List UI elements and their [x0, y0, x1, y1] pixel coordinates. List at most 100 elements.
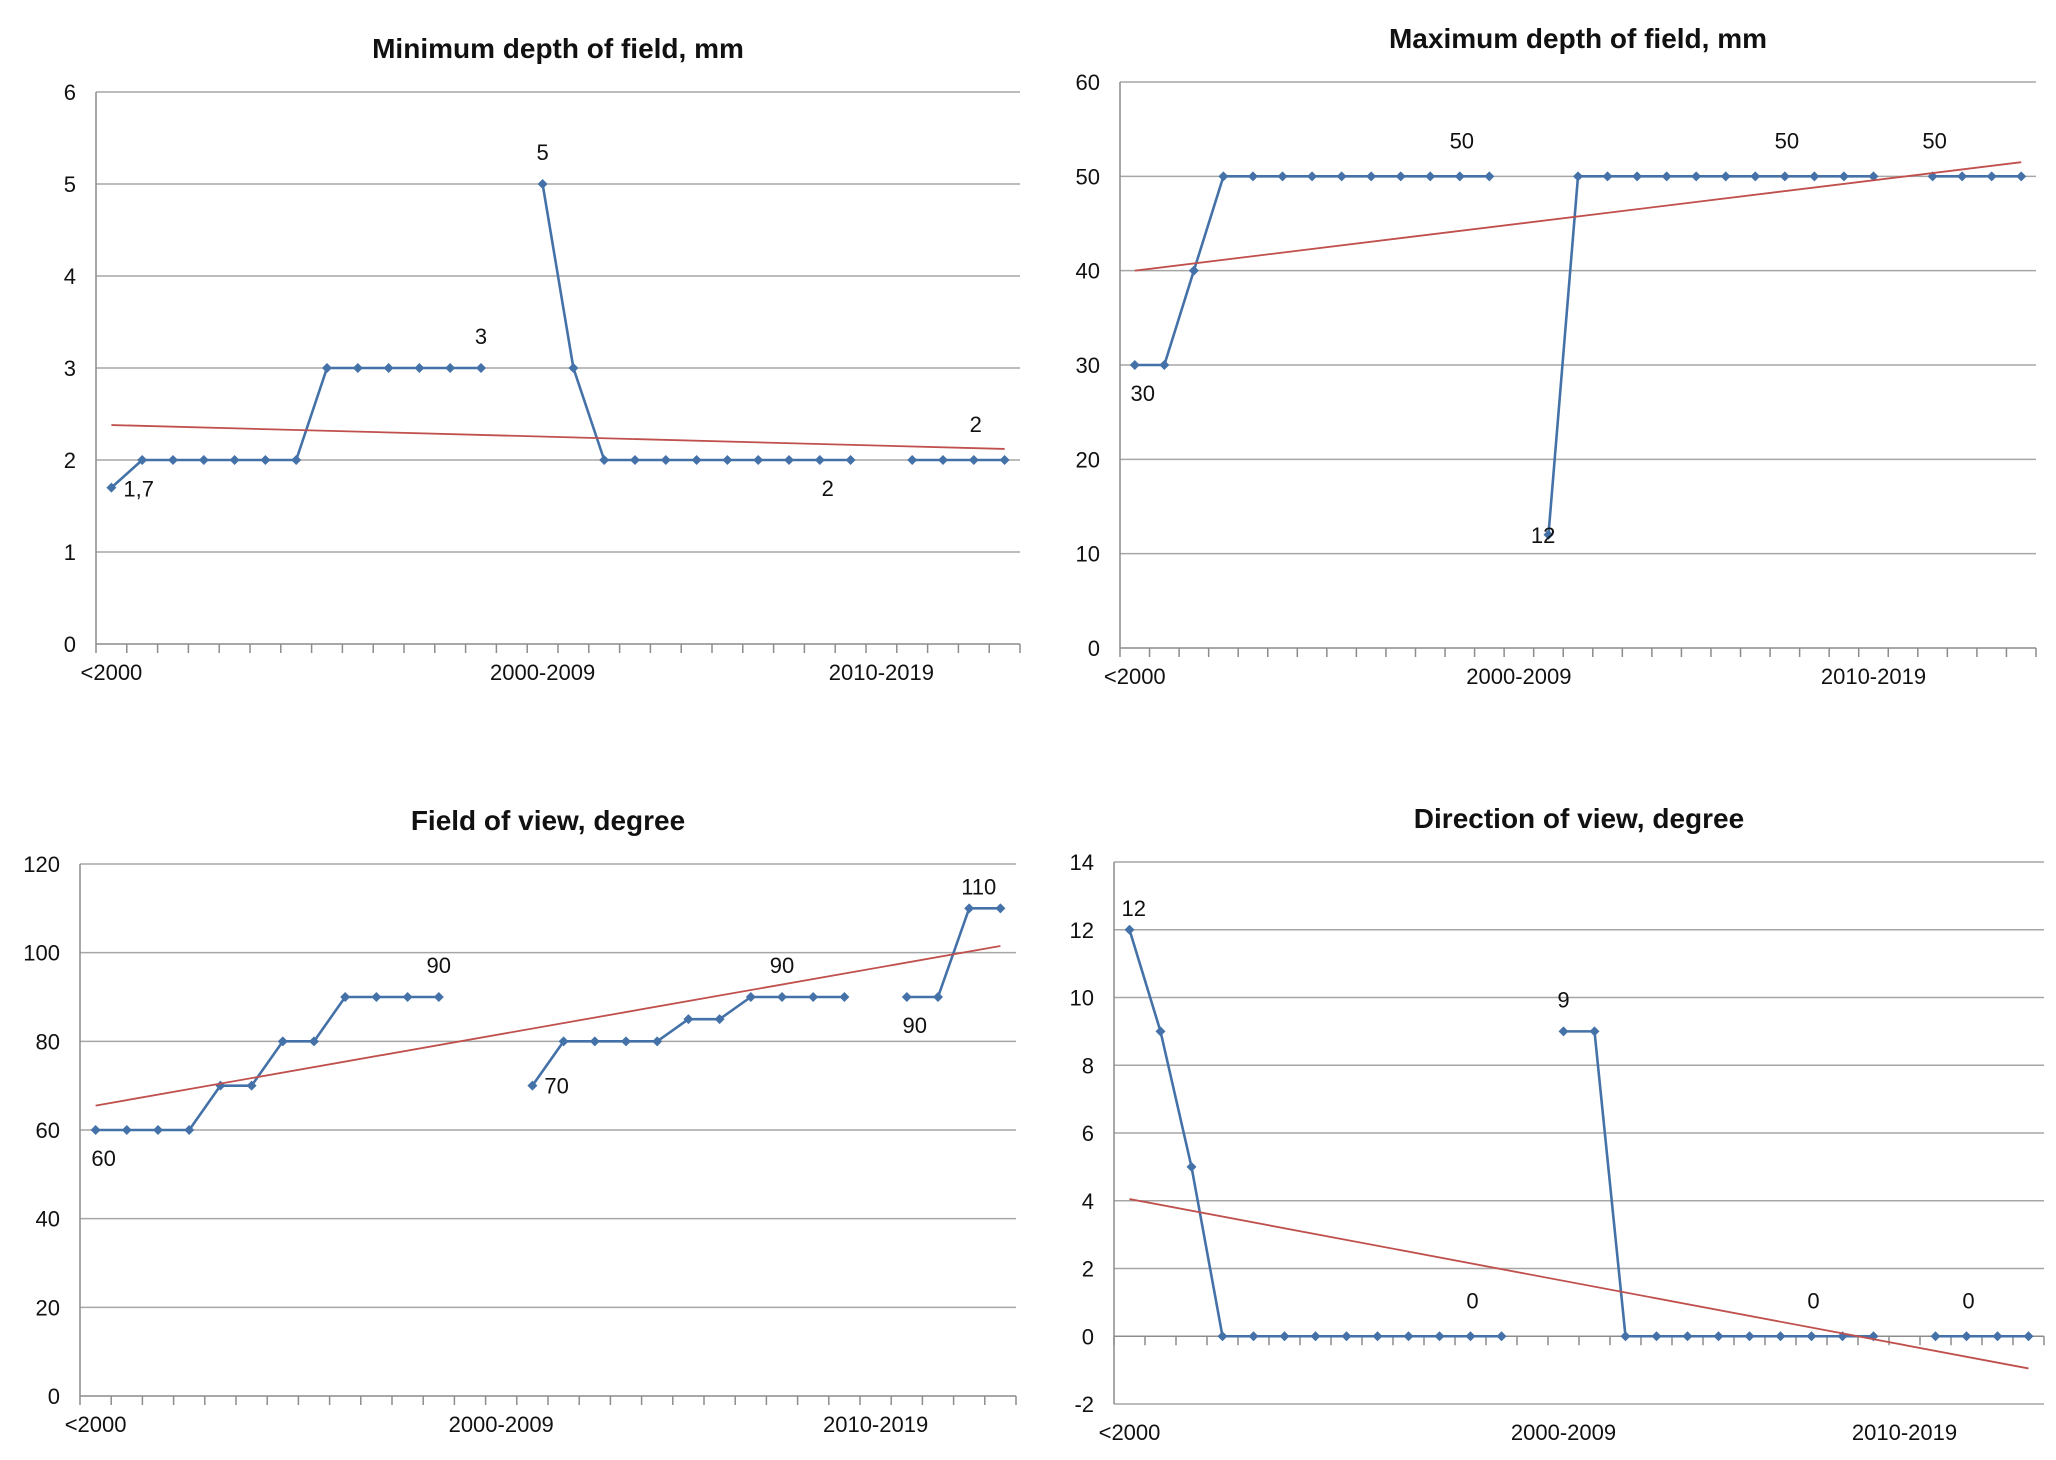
data-point [714, 1014, 725, 1025]
y-tick-label: 0 [48, 1384, 60, 1409]
data-point [1186, 1161, 1197, 1172]
x-tick-label: <2000 [81, 660, 143, 685]
data-point [1188, 265, 1199, 276]
data-point [184, 1125, 195, 1135]
y-tick-label: 10 [1076, 542, 1100, 567]
y-tick-label: 80 [36, 1029, 60, 1054]
data-point [1425, 171, 1436, 182]
series-line [110, 366, 481, 489]
data-point [630, 455, 640, 465]
data-point [1277, 171, 1288, 182]
chart-min-depth-of-field: Minimum depth of field, mm 0 1 2 3 4 5 6 <2000 20… [64, 33, 1021, 685]
data-point [309, 1036, 319, 1047]
data-point [1336, 171, 1347, 182]
data-label: 9 [1557, 987, 1569, 1012]
data-point [153, 1125, 163, 1135]
y-tick-label: 40 [1076, 259, 1100, 284]
data-point [527, 1080, 538, 1091]
data-point [537, 179, 548, 189]
data-point [558, 1036, 569, 1047]
data-point [1155, 1026, 1166, 1037]
x-tick-label: 2000-2009 [1466, 664, 1571, 689]
data-point [1992, 1331, 2003, 1342]
data-point [106, 482, 117, 493]
data-point [1589, 1026, 1600, 1037]
data-point [90, 1125, 101, 1135]
data-point [1496, 1331, 1507, 1342]
data-point [968, 455, 979, 465]
data-point [1124, 924, 1135, 935]
data-label: 110 [961, 874, 996, 899]
data-point [1651, 1331, 1662, 1342]
data-point [476, 363, 486, 373]
data-label: 50 [1450, 128, 1474, 153]
data-point [1218, 171, 1229, 182]
data-point [1632, 171, 1643, 182]
data-point [215, 1080, 226, 1091]
data-label: 90 [770, 953, 794, 978]
data-point [414, 363, 425, 373]
data-point [402, 992, 413, 1002]
data-point [1930, 1331, 1941, 1342]
data-point [1620, 1331, 1631, 1342]
y-tick-label: 6 [64, 80, 76, 105]
data-point [722, 455, 733, 465]
data-point [2023, 1331, 2034, 1342]
data-point [1403, 1331, 1414, 1342]
data-point [445, 363, 456, 373]
y-tick-label: 10 [1070, 986, 1094, 1011]
data-point [589, 1036, 600, 1047]
trendline [95, 945, 1001, 1107]
data-point [901, 992, 912, 1002]
data-point [1217, 1331, 1228, 1342]
y-tick-label: 0 [1088, 636, 1100, 661]
data-point [784, 455, 794, 465]
data-point [1129, 360, 1140, 370]
data-point [907, 455, 918, 465]
data-point [568, 363, 579, 373]
chart-field-of-view: Field of view, degree 0 20 40 60 80 100 120 <200… [23, 805, 1017, 1437]
trendline [1129, 1198, 2029, 1370]
chart-panel-min-depth-of-field: Minimum depth of field, mm 0 1 2 3 4 5 6 <2000 20… [0, 0, 1028, 730]
data-point [845, 455, 856, 465]
data-point [340, 992, 351, 1002]
data-point [1744, 1331, 1755, 1342]
data-point [999, 455, 1010, 465]
data-point [839, 992, 850, 1002]
data-point [995, 903, 1006, 914]
y-tick-label: 120 [23, 852, 60, 877]
x-tick-label: <2000 [1104, 664, 1166, 689]
data-point [137, 455, 148, 465]
data-point [168, 455, 178, 465]
data-point [938, 455, 948, 465]
data-point [1691, 171, 1702, 182]
x-tick-label: 2010-2019 [1821, 664, 1926, 689]
data-point [1868, 171, 1879, 182]
data-label: 60 [91, 1146, 115, 1171]
y-tick-label: 2 [1082, 1257, 1094, 1282]
chart-title: Maximum depth of field, mm [1389, 23, 1767, 54]
data-point [1957, 171, 1968, 182]
data-point [1543, 529, 1554, 540]
chart-direction-of-view: Direction of view, degree -2 0 2 4 6 8 10 12 14 <2… [1070, 803, 2045, 1445]
x-tick-label: 2000-2009 [1511, 1420, 1616, 1445]
data-point [1806, 1331, 1817, 1342]
data-label: 2 [970, 412, 982, 437]
series-line [541, 183, 851, 462]
data-point [1341, 1331, 1352, 1342]
data-label: 50 [1922, 128, 1946, 153]
data-point [1395, 171, 1406, 182]
trendline [1134, 161, 2022, 272]
data-point [277, 1036, 288, 1047]
data-point [1247, 171, 1258, 182]
chart-title: Direction of view, degree [1414, 803, 1744, 834]
chart-panel-direction-of-view: Direction of view, degree -2 0 2 4 6 8 10 12 14 <2… [1028, 730, 2056, 1460]
data-label: 2 [822, 476, 834, 501]
data-point [121, 1125, 132, 1135]
data-point [660, 455, 671, 465]
data-label: 70 [544, 1074, 568, 1099]
data-point [352, 363, 363, 373]
data-point [691, 455, 702, 465]
data-label: 12 [1531, 523, 1555, 548]
data-point [260, 455, 271, 465]
